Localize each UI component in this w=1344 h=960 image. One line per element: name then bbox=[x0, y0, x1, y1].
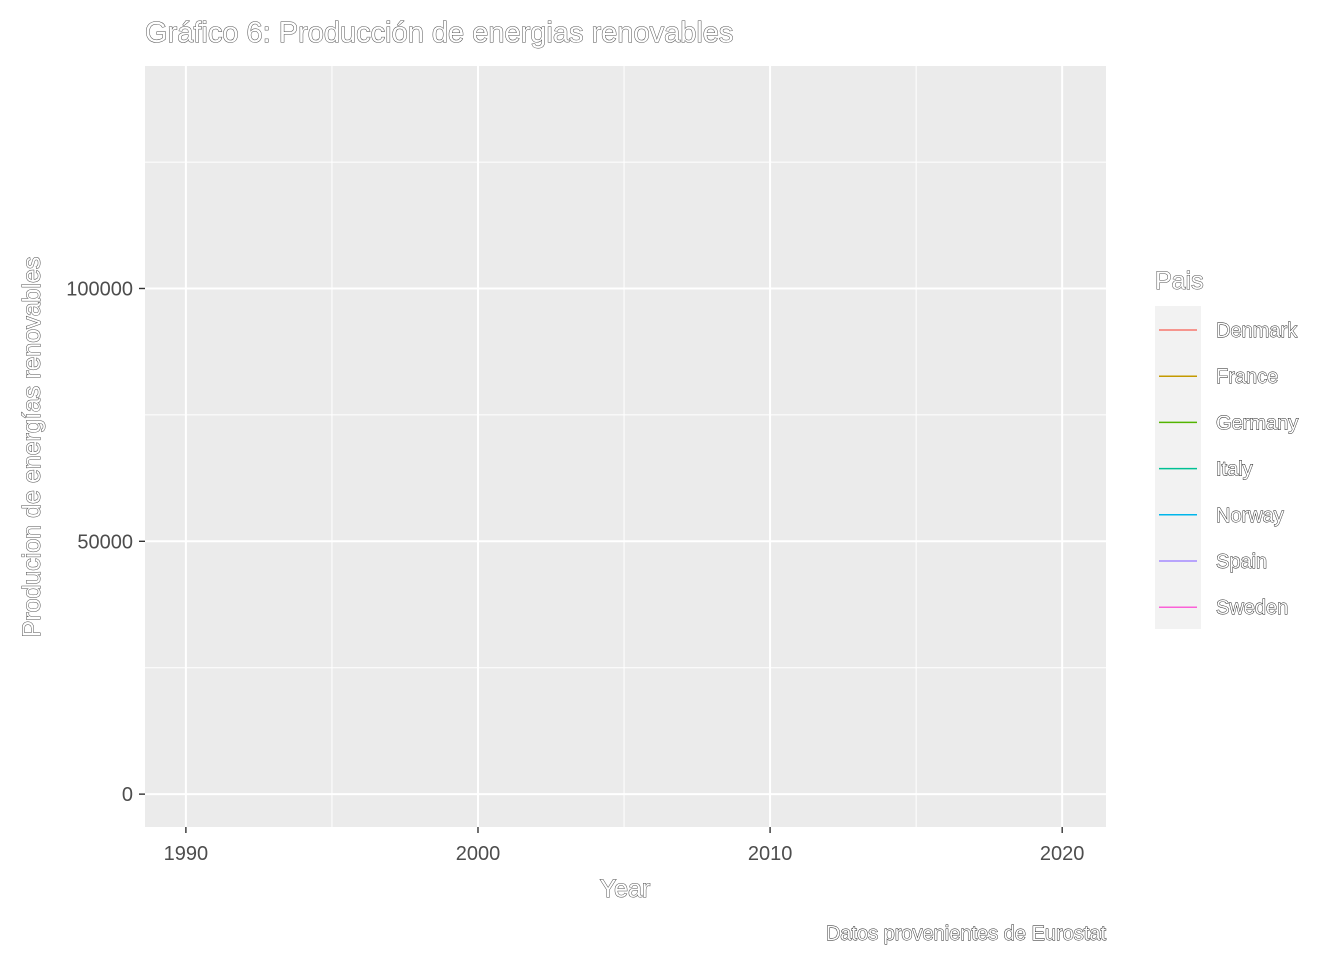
chart-title: Gráfico 6: Producción de energias renova… bbox=[145, 17, 733, 49]
x-axis: 1990 2000 2010 2020 bbox=[164, 827, 1085, 865]
y-tick-label: 0 bbox=[122, 784, 133, 806]
x-axis-label: Year bbox=[600, 875, 651, 903]
x-tick-label: 2020 bbox=[1040, 843, 1085, 865]
y-tick-label: 50000 bbox=[77, 531, 133, 553]
minor-grid bbox=[145, 66, 1106, 827]
plot-panel bbox=[145, 66, 1106, 827]
y-axis: 0 50000 100000 bbox=[66, 278, 145, 806]
major-grid bbox=[145, 66, 1106, 827]
y-tick-label: 100000 bbox=[66, 278, 133, 300]
legend-title: Pais bbox=[1155, 267, 1204, 295]
legend-label-spain: Spain bbox=[1216, 551, 1267, 573]
x-tick-label: 2010 bbox=[748, 843, 793, 865]
x-tick-label: 2000 bbox=[456, 843, 501, 865]
legend-label-italy: Italy bbox=[1216, 459, 1253, 481]
legend-label-sweden: Sweden bbox=[1216, 597, 1288, 619]
y-axis-label: Producion de energías renovables bbox=[18, 257, 46, 638]
x-tick-label: 1990 bbox=[164, 843, 209, 865]
chart-caption: Datos provenientes de Eurostat bbox=[826, 923, 1107, 945]
legend-label-norway: Norway bbox=[1216, 505, 1284, 527]
legend-keys-background bbox=[1155, 306, 1201, 629]
legend: Pais Denmark France Germany Italy Norway Spai… bbox=[1155, 267, 1299, 629]
legend-label-germany: Germany bbox=[1216, 412, 1298, 434]
legend-label-france: France bbox=[1216, 366, 1278, 388]
legend-label-denmark: Denmark bbox=[1216, 320, 1298, 342]
